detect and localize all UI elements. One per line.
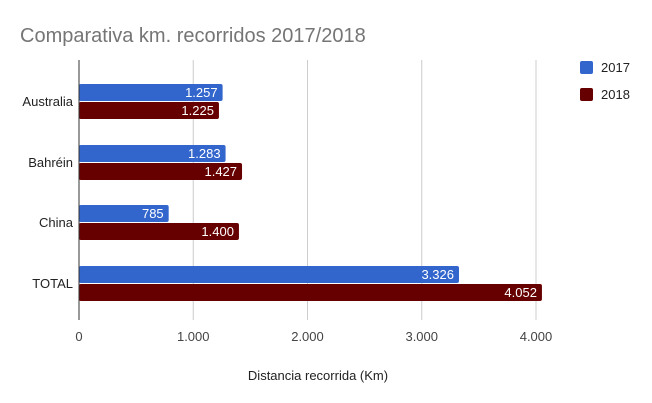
legend: 2017 2018 [580,60,630,102]
category-label: TOTAL [32,276,73,291]
x-tick-label: 1.000 [177,329,210,344]
bar-value-label: 1.225 [181,103,214,118]
axes: 0 1.000 2.000 3.000 4.000 Australia Bahréin Chi… [22,60,552,344]
legend-label: 2018 [601,87,630,102]
bar-2017 [79,205,169,222]
bar-2018 [79,284,542,301]
bar-value-label: 1.427 [204,164,237,179]
x-tick-label: 4.000 [520,329,553,344]
bar-value-label: 1.257 [185,85,218,100]
bar-value-label: 785 [142,206,164,221]
bar-2017 [79,266,459,283]
x-tick-label: 0 [75,329,82,344]
chart-title: Comparativa km. recorridos 2017/2018 [20,25,366,47]
legend-label: 2017 [601,60,630,75]
x-axis-title: Distancia recorrida (Km) [248,368,388,383]
legend-swatch [580,61,593,74]
bar-value-label: 1.400 [201,224,234,239]
bar-2018 [79,163,243,180]
bar-2017 [79,84,223,101]
bar-2018 [79,102,219,119]
legend-swatch [580,88,593,101]
bar-2018 [79,223,239,240]
category-label: Australia [22,94,73,109]
bar-value-label: 3.326 [421,267,454,282]
bar-value-label: 1.283 [188,146,221,161]
bars: 1.257 1.225 1.283 1.427 785 1.400 3.326 4.052 [79,84,542,301]
bar-value-label: 4.052 [504,285,537,300]
bar-2017 [79,145,226,162]
category-label: China [39,215,74,230]
category-label: Bahréin [28,155,73,170]
x-tick-label: 2.000 [291,329,324,344]
x-tick-label: 3.000 [405,329,438,344]
